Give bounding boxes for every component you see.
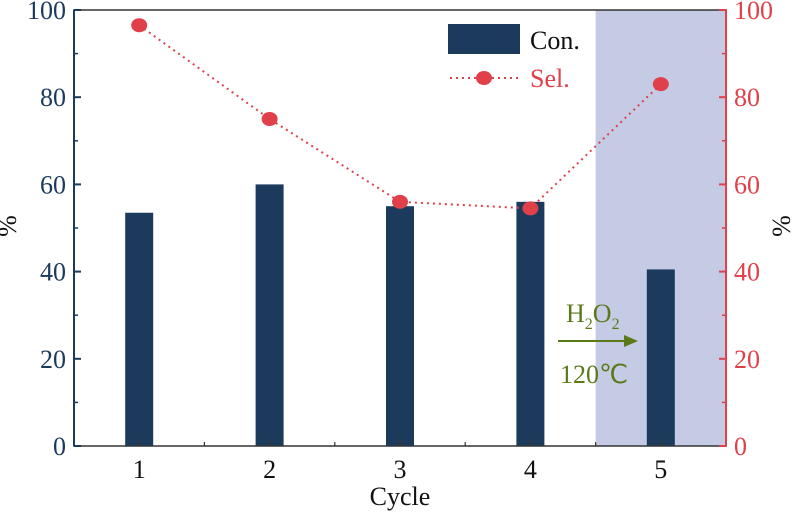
con-bar-1 (125, 212, 154, 446)
x-tick-label-3: 3 (394, 455, 407, 484)
x-axis-title: Cycle (370, 482, 431, 511)
legend-con-label: Con. (530, 26, 580, 55)
right-tick-label-0: 0 (734, 432, 747, 461)
con-bar-4 (516, 201, 545, 446)
x-tick-label-5: 5 (654, 455, 667, 484)
right-tick-label-40: 40 (734, 258, 760, 287)
x-ticks: 1 2 3 4 5 (133, 439, 667, 484)
legend: Con. Sel. (448, 24, 580, 93)
sel-point-5 (652, 77, 669, 92)
annotation-reagent: H2O2 (566, 299, 620, 333)
right-tick-label-80: 80 (734, 83, 760, 112)
con-bars (125, 184, 675, 446)
right-tick-label-60: 60 (734, 170, 760, 199)
y-axis-title-right: % (767, 215, 796, 237)
left-tick-label-0: 0 (53, 432, 66, 461)
legend-sel-marker (476, 71, 492, 85)
y-axis-title-left: % (0, 215, 22, 237)
left-tick-label-80: 80 (40, 83, 66, 112)
left-ticks: 0 20 40 60 80 100 (27, 0, 81, 461)
right-tick-label-20: 20 (734, 345, 760, 374)
sel-point-1 (131, 18, 148, 33)
annotation-arrow-head (624, 335, 638, 347)
right-tick-label-100: 100 (734, 0, 773, 25)
sel-points (131, 18, 669, 216)
con-bar-5 (646, 269, 675, 446)
sel-point-3 (392, 194, 408, 209)
sel-line (138, 24, 662, 210)
legend-sel-label: Sel. (530, 64, 570, 93)
x-tick-label-2: 2 (263, 455, 276, 484)
annotation-temperature: 120℃ (560, 360, 628, 389)
sel-point-2 (261, 112, 278, 126)
right-ticks: 0 20 40 60 80 100 (719, 0, 773, 461)
sel-point-4 (522, 201, 539, 216)
left-tick-label-60: 60 (40, 170, 66, 199)
left-tick-label-100: 100 (27, 0, 66, 25)
legend-con-swatch (448, 24, 520, 54)
left-tick-label-20: 20 (40, 345, 66, 374)
left-tick-label-40: 40 (40, 258, 66, 287)
x-tick-label-4: 4 (524, 455, 537, 484)
con-bar-3 (386, 206, 414, 446)
x-tick-label-1: 1 (133, 455, 146, 484)
con-bar-2 (255, 184, 284, 446)
annotation: H2O2 120℃ (558, 299, 638, 389)
